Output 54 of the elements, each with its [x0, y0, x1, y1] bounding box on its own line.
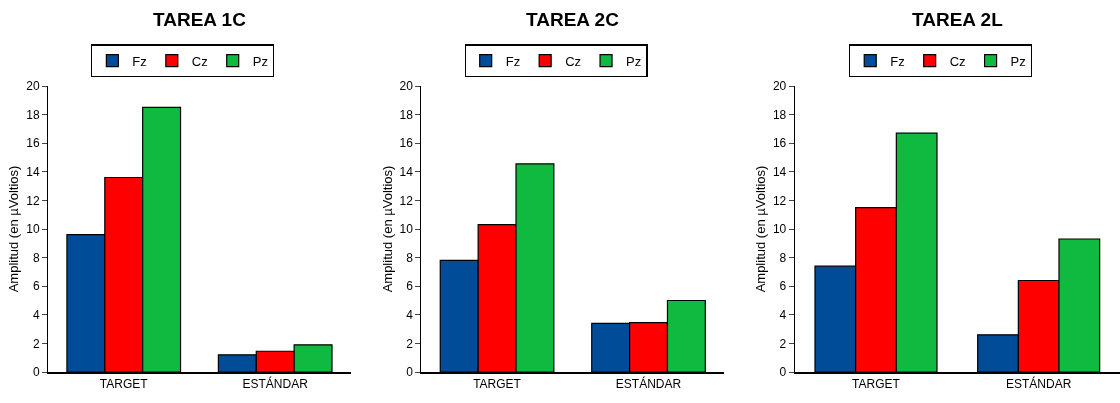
- legend-label: Cz: [565, 53, 582, 69]
- legend-label: Fz: [132, 53, 147, 69]
- y-tick-label: 14: [772, 165, 787, 179]
- y-tick-label: 0: [32, 365, 40, 380]
- x-tick-label: ESTÁNDAR: [242, 376, 309, 392]
- x-tick-label: TARGET: [852, 377, 901, 392]
- y-tick-label: 14: [26, 165, 40, 179]
- y-tick-label: 10: [26, 222, 40, 237]
- y-tick-label: 10: [399, 222, 414, 237]
- legend-label: Cz: [191, 53, 208, 69]
- y-axis-title: Amplitud (en µVoltios): [752, 165, 768, 293]
- y-tick-label: 2: [32, 336, 40, 351]
- chart-title: TAREA 1C: [153, 9, 247, 30]
- y-tick-label: 20: [399, 79, 414, 94]
- y-tick-label: 6: [406, 279, 414, 294]
- legend-label: Fz: [890, 53, 905, 69]
- y-tick-label: 8: [406, 250, 414, 265]
- y-tick-label: 6: [32, 279, 40, 294]
- legend-label: Pz: [252, 53, 268, 69]
- y-tick-label: 4: [32, 308, 40, 322]
- y-axis-title: Amplitud (en µVoltios): [379, 165, 395, 293]
- y-tick-label: 4: [779, 308, 787, 322]
- x-tick-label: ESTÁNDAR: [615, 376, 682, 392]
- y-axis-title: Amplitud (en µVoltios): [6, 165, 22, 293]
- y-tick-label: 18: [772, 107, 787, 122]
- legend-label: Fz: [505, 53, 521, 69]
- y-tick-label: 10: [772, 222, 787, 237]
- y-tick-label: 0: [406, 365, 414, 380]
- y-tick-label: 16: [772, 136, 787, 151]
- y-tick-label: 16: [399, 136, 414, 151]
- chart-title: TAREA 2C: [526, 9, 620, 30]
- y-tick-label: 6: [779, 279, 787, 294]
- y-tick-label: 18: [399, 107, 414, 122]
- y-tick-label: 20: [772, 79, 787, 94]
- x-tick-label: ESTÁNDAR: [1005, 376, 1072, 392]
- x-tick-label: TARGET: [473, 377, 522, 392]
- y-tick-label: 4: [406, 308, 414, 322]
- y-tick-label: 12: [399, 193, 414, 208]
- y-tick-label: 2: [406, 336, 414, 351]
- y-tick-label: 2: [779, 336, 787, 351]
- y-tick-label: 0: [779, 365, 787, 380]
- y-tick-label: 20: [26, 79, 40, 94]
- y-tick-label: 16: [26, 136, 40, 151]
- y-tick-label: 18: [26, 107, 40, 122]
- y-tick-label: 8: [32, 250, 40, 265]
- y-tick-label: 8: [779, 250, 787, 265]
- legend-label: Pz: [626, 53, 642, 69]
- legend-label: Pz: [1010, 53, 1026, 69]
- x-tick-label: TARGET: [99, 377, 149, 392]
- y-tick-label: 14: [399, 165, 414, 179]
- y-tick-label: 12: [26, 193, 40, 208]
- legend-label: Cz: [949, 53, 966, 69]
- y-tick-label: 12: [772, 193, 787, 208]
- chart-title: TAREA 2L: [912, 9, 1004, 30]
